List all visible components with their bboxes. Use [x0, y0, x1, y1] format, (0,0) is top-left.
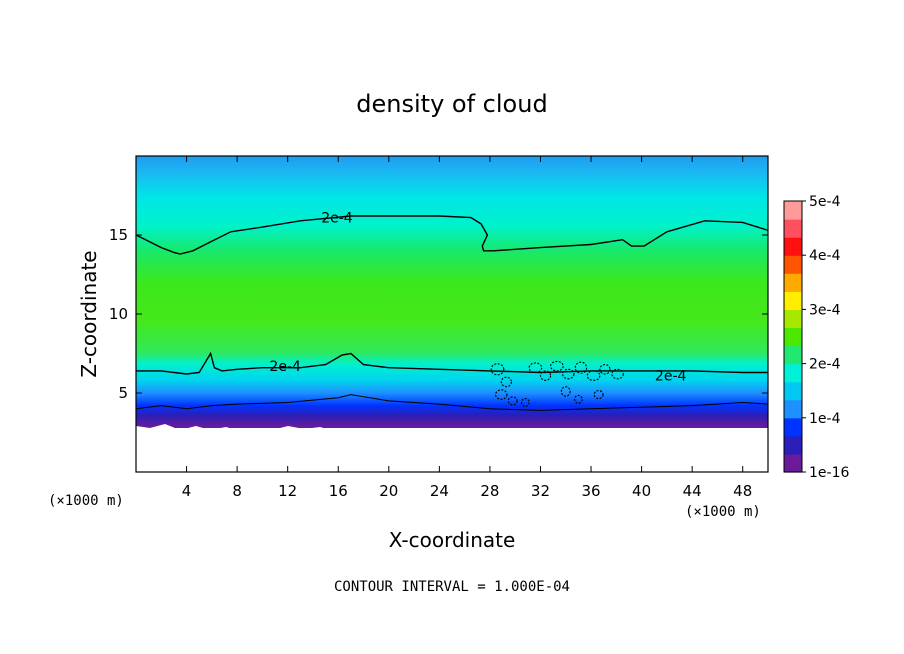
x-tick-label: 8 — [232, 482, 242, 500]
contour-line — [136, 351, 768, 375]
contour-cell — [611, 368, 624, 380]
contour-interval-note: CONTOUR INTERVAL = 1.000E-04 — [334, 579, 570, 595]
contour-cell — [586, 370, 601, 381]
contour-label: 2e-4 — [269, 359, 301, 375]
contour-cell — [593, 390, 604, 400]
colorbar-swatch — [784, 237, 802, 256]
x-tick-label: 24 — [430, 482, 449, 500]
contour-cell — [562, 368, 575, 380]
y-tick-label: 15 — [109, 226, 128, 244]
y-axis-label: Z-coordinate — [77, 250, 101, 377]
colorbar-swatch — [784, 417, 802, 437]
contour-line — [136, 215, 768, 255]
x-tick-label: 28 — [480, 482, 499, 500]
colorbar-swatch — [784, 309, 802, 329]
contour-cell — [599, 364, 611, 375]
colorbar-swatch — [784, 291, 802, 310]
field-upper-blue-region — [490, 156, 768, 194]
field-lower-boundary — [136, 424, 768, 472]
colorbar: 1e-16 1e-4 2e-4 3e-4 4e-4 5e-4 — [784, 194, 849, 481]
colorbar-swatch — [784, 201, 802, 220]
y-tick-label: 5 — [118, 384, 128, 402]
colorbar-label: 1e-4 — [809, 411, 841, 427]
colorbar-swatch — [784, 453, 802, 473]
colorbar-label: 3e-4 — [809, 302, 841, 318]
contour-cell — [574, 361, 588, 374]
contour-cell — [550, 360, 564, 372]
colorbar-swatch — [784, 399, 802, 419]
contour-labels: 2e-4 2e-4 2e-4 — [269, 211, 686, 385]
contour-cell — [520, 397, 530, 407]
density-field — [136, 156, 768, 472]
x-tick-label: 12 — [278, 482, 297, 500]
contour-line — [136, 394, 768, 411]
colorbar-frame — [783, 200, 803, 473]
x-axis-ticks: 4 8 12 16 20 24 28 32 36 40 44 48 — [182, 156, 752, 500]
x-tick-label: 36 — [581, 482, 600, 500]
y-tick-label: 10 — [109, 305, 128, 323]
colorbar-swatch — [784, 435, 802, 455]
colorbar-swatch — [784, 219, 802, 238]
colorbar-swatch — [784, 345, 802, 365]
colorbar-swatch — [784, 363, 802, 383]
x-tick-label: 4 — [182, 482, 192, 500]
colorbar-swatch — [784, 381, 802, 401]
y-axis-ticks: 5 10 15 — [109, 226, 768, 402]
x-tick-label: 48 — [733, 482, 752, 500]
colorbar-swatch — [784, 327, 802, 347]
x-unit-left: (×1000 m) — [48, 493, 124, 509]
contour-label: 2e-4 — [655, 369, 687, 385]
x-tick-label: 32 — [531, 482, 550, 500]
colorbar-swatch — [784, 273, 802, 292]
contour-cell — [528, 362, 543, 374]
contour-cell — [495, 389, 508, 400]
contour-cell — [574, 394, 583, 404]
contour-cell — [490, 363, 505, 376]
contour-lines — [136, 215, 768, 411]
plot-field — [136, 156, 768, 472]
colorbar-label: 2e-4 — [809, 357, 841, 373]
contour-cell — [507, 396, 518, 406]
colorbar-label: 4e-4 — [809, 248, 841, 264]
x-tick-label: 16 — [329, 482, 348, 500]
contour-cell — [500, 376, 512, 388]
colorbar-swatch — [784, 255, 802, 274]
contour-label: 2e-4 — [321, 211, 353, 227]
colorbar-label: 1e-16 — [809, 465, 849, 481]
x-tick-label: 40 — [632, 482, 651, 500]
x-unit-right: (×1000 m) — [685, 504, 761, 520]
x-tick-label: 20 — [379, 482, 398, 500]
colorbar-label: 5e-4 — [809, 194, 841, 210]
x-axis-label: X-coordinate — [389, 528, 516, 552]
x-tick-label: 44 — [683, 482, 702, 500]
contour-cell — [560, 386, 571, 397]
chart-title: density of cloud — [356, 90, 547, 118]
contour-cell — [539, 370, 552, 381]
